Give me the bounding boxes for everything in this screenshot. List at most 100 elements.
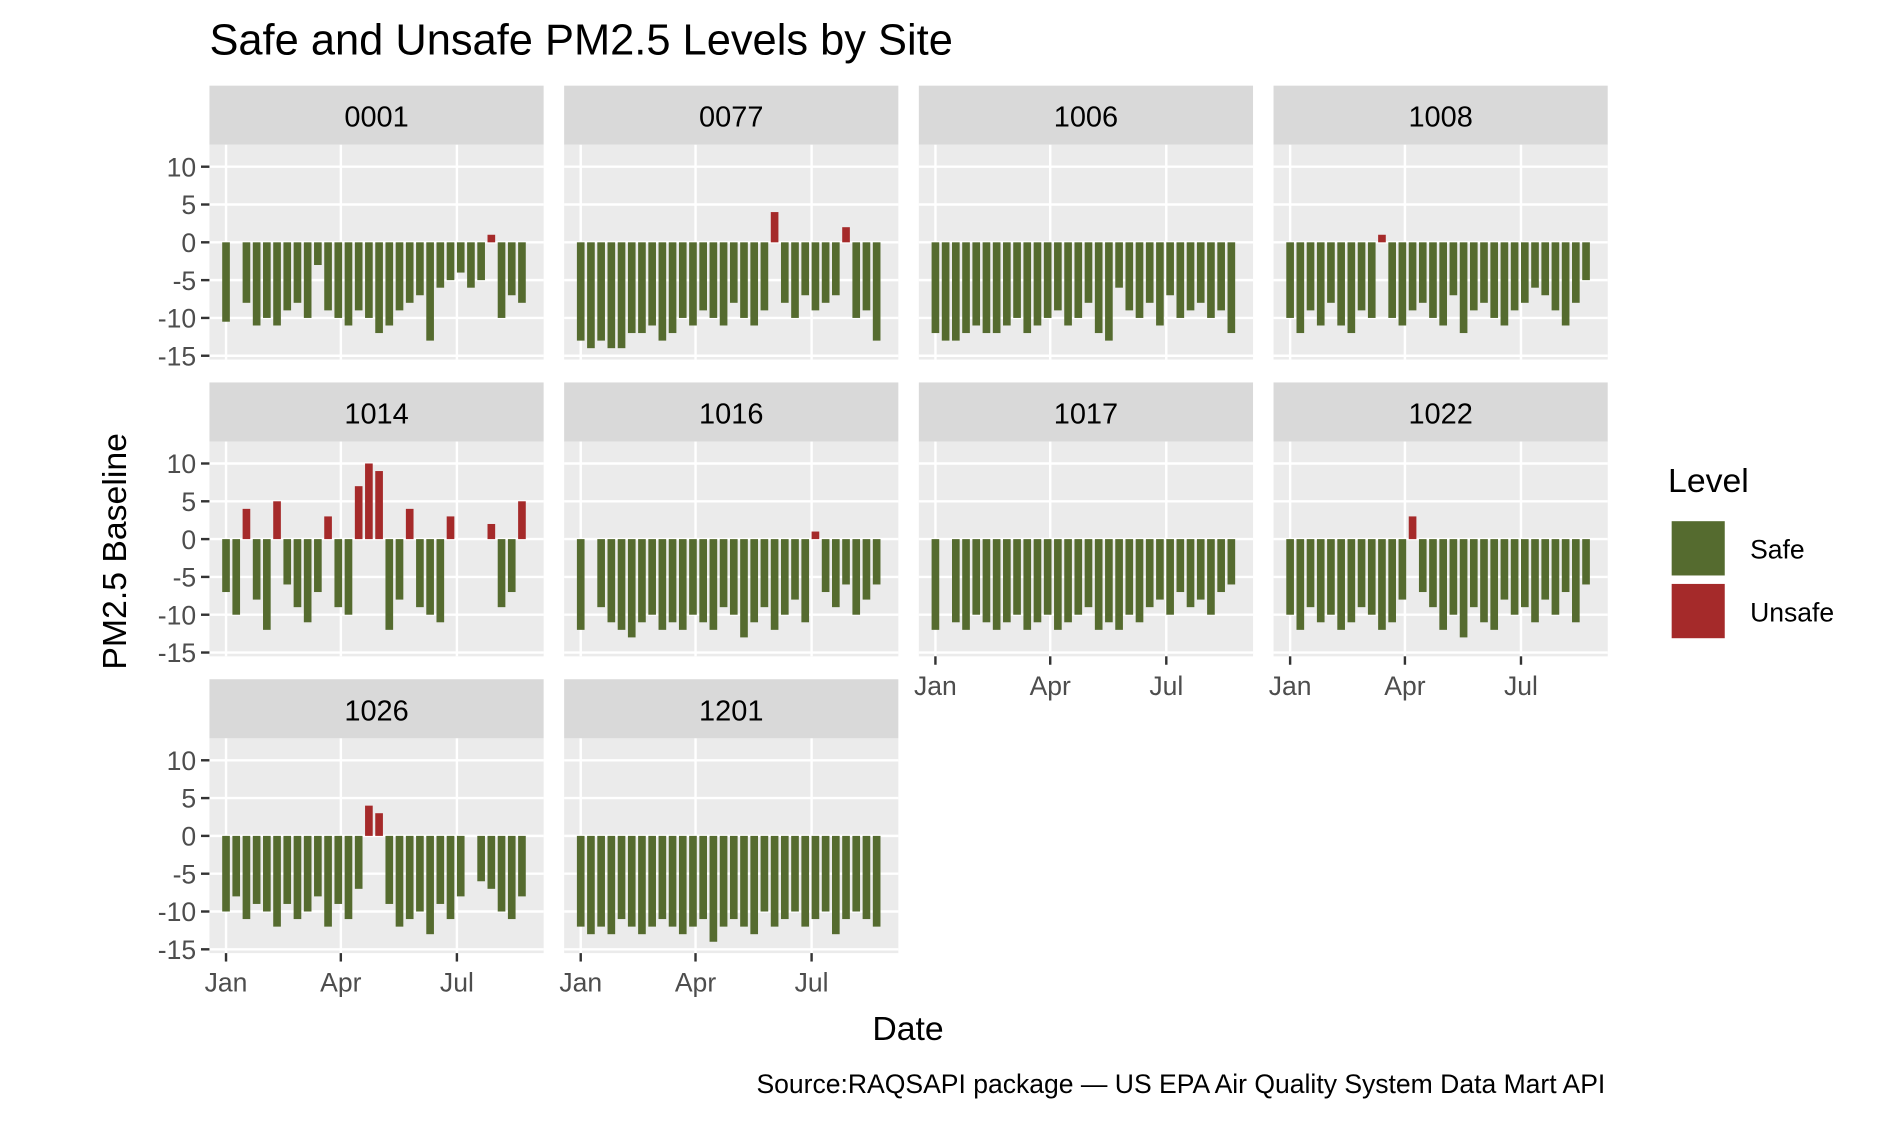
bar <box>1582 242 1590 281</box>
bar <box>1166 539 1174 615</box>
bar <box>872 242 881 341</box>
bar <box>658 242 667 341</box>
bar <box>852 539 861 615</box>
bar <box>811 835 820 920</box>
bar <box>931 539 940 630</box>
bar <box>1013 539 1021 615</box>
y-tick-label: -10 <box>158 600 196 630</box>
bar <box>1449 539 1458 615</box>
bar <box>699 242 708 311</box>
bar <box>638 242 646 334</box>
bar <box>982 539 991 623</box>
bar <box>1408 516 1417 540</box>
bar <box>375 813 383 836</box>
bar <box>842 835 850 920</box>
strip <box>209 382 544 442</box>
bar <box>507 539 516 593</box>
bar <box>1367 539 1376 615</box>
bar <box>334 835 343 904</box>
bar <box>1357 242 1366 311</box>
bar <box>1551 539 1560 615</box>
bar <box>416 242 424 296</box>
y-tick-label: 5 <box>181 487 196 517</box>
bar <box>293 835 302 920</box>
bar <box>872 835 881 927</box>
bar <box>1033 539 1042 623</box>
y-tick-label: 10 <box>167 152 197 182</box>
bar <box>385 835 394 904</box>
bar <box>576 242 585 341</box>
bar <box>952 539 960 623</box>
bar <box>862 539 871 600</box>
bar <box>791 835 799 912</box>
bar <box>607 242 616 349</box>
bar <box>518 835 526 897</box>
bar <box>1196 539 1205 600</box>
bar <box>597 242 605 341</box>
legend-title: Level <box>1668 462 1749 500</box>
bar <box>1306 242 1315 311</box>
bar <box>1418 242 1427 303</box>
bar <box>1186 539 1195 608</box>
bar <box>760 835 769 912</box>
bar <box>678 835 687 935</box>
bar <box>1064 242 1072 326</box>
bar <box>283 835 292 904</box>
bar <box>780 242 789 303</box>
bar <box>962 242 970 334</box>
y-tick-label: -15 <box>158 935 196 965</box>
bar <box>658 539 667 630</box>
y-tick-label: 0 <box>181 228 196 258</box>
bar <box>303 835 312 912</box>
bar <box>729 835 738 920</box>
bar <box>467 242 475 288</box>
bar <box>436 242 445 288</box>
bar <box>487 835 496 889</box>
bar <box>1439 242 1448 326</box>
bar <box>405 242 414 303</box>
bar <box>678 539 687 630</box>
legend-label: Unsafe <box>1750 597 1834 627</box>
bar <box>729 539 738 615</box>
bar <box>456 835 465 897</box>
y-tick-label: -10 <box>158 897 196 927</box>
bar <box>617 835 626 920</box>
bar <box>252 242 261 326</box>
bar <box>273 242 281 326</box>
bar <box>477 242 485 281</box>
bar <box>405 835 414 920</box>
bar <box>1572 242 1580 303</box>
facet-title: 1006 <box>1054 102 1118 134</box>
bar <box>1561 242 1570 326</box>
bar <box>872 539 881 585</box>
x-tick-label: Jul <box>440 968 474 998</box>
bar <box>273 501 281 540</box>
facet-title: 1016 <box>699 398 763 430</box>
bar <box>832 539 840 608</box>
bar <box>1023 242 1032 334</box>
x-tick-label: Jul <box>1504 671 1538 701</box>
bar <box>1520 242 1529 303</box>
bar <box>426 835 434 935</box>
bar <box>1227 242 1236 334</box>
bar <box>1094 539 1103 630</box>
strip <box>564 679 899 739</box>
bar <box>962 539 970 630</box>
bar <box>222 835 230 912</box>
y-tick-label: -5 <box>173 859 197 889</box>
bar <box>627 539 636 638</box>
bar <box>1500 242 1509 326</box>
facet-title: 1008 <box>1408 102 1472 134</box>
bar <box>487 234 496 243</box>
bar <box>365 242 373 318</box>
bar <box>1054 539 1062 630</box>
bar <box>314 539 322 593</box>
bar <box>1551 242 1560 311</box>
bar <box>1500 539 1509 600</box>
bar <box>395 835 404 927</box>
bar <box>791 242 799 318</box>
bar <box>324 516 332 540</box>
bar <box>1043 242 1052 318</box>
bar <box>1388 539 1396 623</box>
bar <box>709 539 718 630</box>
